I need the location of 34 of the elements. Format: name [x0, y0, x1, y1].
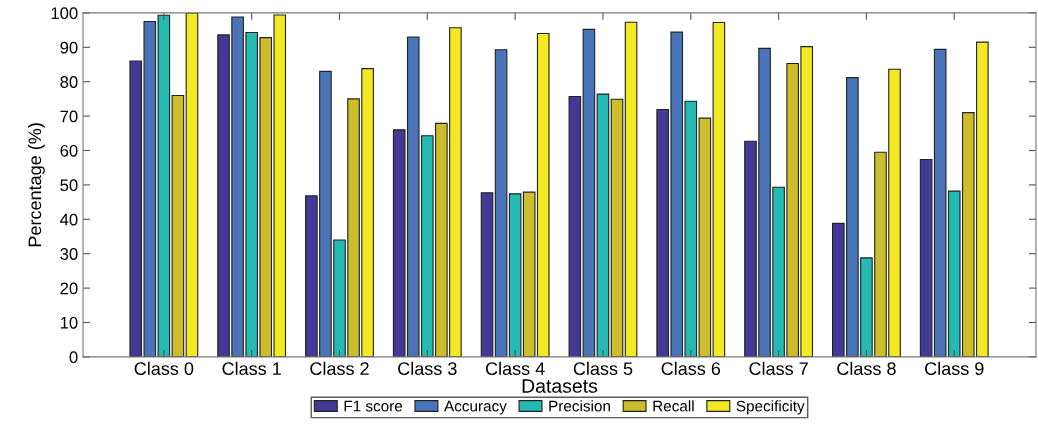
y-tick-label: 100 [51, 7, 78, 20]
legend-label: Recall [653, 400, 694, 412]
bar [610, 98, 624, 357]
legend-label: Precision [549, 400, 610, 412]
x-tick-label: Class 5 [573, 361, 633, 376]
y-axis-title: Percentage (%) [27, 123, 45, 247]
x-tick-label: Class 2 [310, 361, 369, 376]
y-tick-label: 40 [60, 213, 78, 226]
y-tick-label: 30 [60, 248, 78, 260]
x-tick-label: Class 3 [398, 361, 457, 376]
legend-label: F1 score [344, 400, 403, 412]
x-tick-label: Class 1 [222, 361, 281, 376]
y-tick-label: 70 [60, 110, 78, 123]
legend-label: Accuracy [444, 400, 507, 415]
y-tick-label: 80 [60, 76, 78, 88]
x-axis-title: Datasets [522, 379, 598, 393]
x-tick-label: Class 0 [134, 361, 194, 376]
x-tick-label: Class 8 [837, 361, 896, 376]
bar [596, 93, 610, 357]
legend-label: Specificity [736, 400, 805, 415]
y-tick-label: 60 [60, 144, 78, 157]
x-tick-label: Class 6 [661, 361, 721, 376]
bar [185, 12, 199, 357]
y-tick-label: 10 [60, 316, 78, 329]
y-tick-label: 20 [60, 282, 78, 295]
y-tick-label: 90 [60, 41, 78, 54]
y-tick-label: 0 [69, 351, 78, 364]
x-tick-label: Class 4 [485, 361, 545, 376]
x-tick-label: Class 7 [749, 361, 808, 376]
y-tick-label: 50 [60, 179, 78, 192]
bar [480, 192, 494, 357]
bar [624, 21, 638, 357]
bar [494, 49, 508, 357]
x-tick-label: Class 9 [925, 361, 984, 376]
